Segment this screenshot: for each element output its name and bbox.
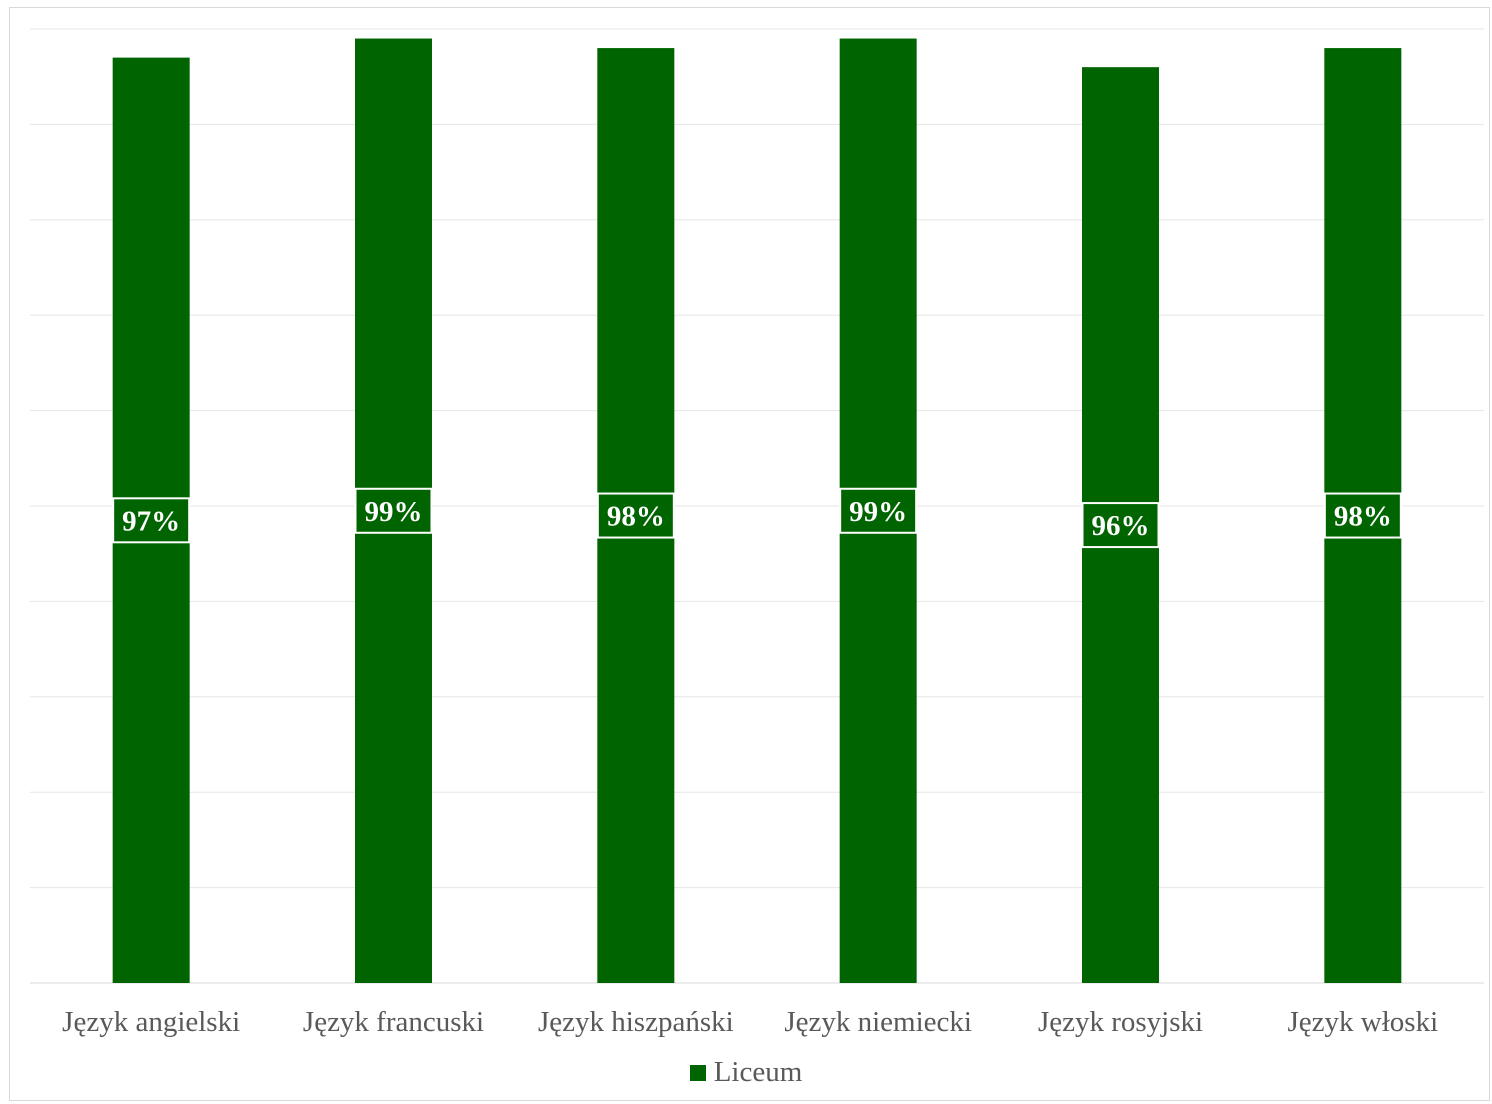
category-label-1: Język angielski — [62, 1006, 240, 1038]
category-label-3: Język hiszpański — [538, 1006, 734, 1038]
data-label-4: 99% — [849, 496, 907, 528]
category-label-2: Język francuski — [303, 1006, 484, 1038]
data-labels: 97% 99% 98% 99% 96% 98% — [112, 487, 1402, 549]
category-label-5: Język rosyjski — [1038, 1006, 1203, 1038]
data-label-box-4 — [839, 487, 918, 534]
data-label-box-5 — [1081, 502, 1160, 549]
gridlines — [30, 28, 1484, 984]
bars — [112, 38, 1402, 984]
data-label-box-1 — [112, 497, 191, 544]
category-label-4: Język niemiecki — [784, 1006, 972, 1038]
data-label-box-6 — [1323, 492, 1402, 539]
legend: Liceum — [0, 1056, 1492, 1089]
data-label-6: 98% — [1334, 501, 1392, 533]
data-label-box-3 — [596, 492, 675, 539]
category-label-6: Język włoski — [1288, 1006, 1439, 1038]
data-label-5: 96% — [1092, 510, 1150, 542]
data-label-box-2 — [354, 487, 433, 534]
data-label-3: 98% — [607, 501, 665, 533]
data-label-2: 99% — [365, 496, 423, 528]
chart-frame — [9, 7, 1490, 1101]
category-labels: Język angielski Język francuski Język hisz… — [62, 1006, 1438, 1038]
data-label-1: 97% — [122, 505, 180, 537]
legend-label: Liceum — [713, 1056, 803, 1088]
legend-swatch — [689, 1064, 706, 1081]
